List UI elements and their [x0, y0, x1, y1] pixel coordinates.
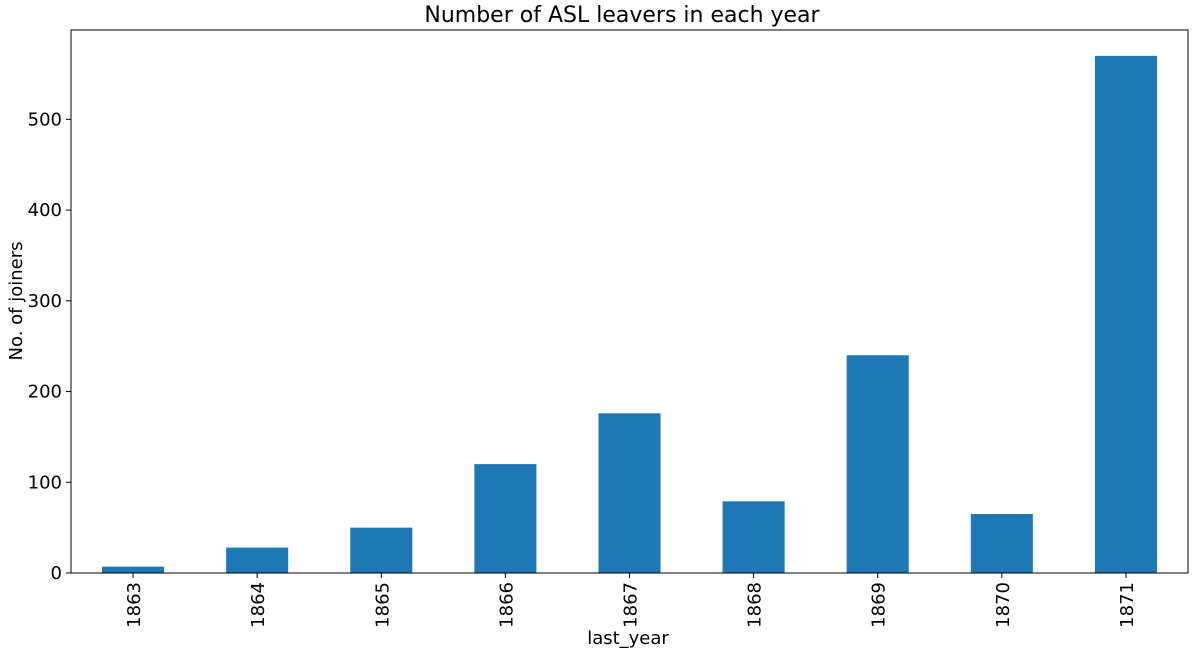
- y-tick-label: 400: [28, 200, 62, 221]
- bar-1870: [970, 514, 1033, 573]
- bar-1863: [102, 566, 165, 573]
- x-tick-label: 1866: [496, 582, 517, 628]
- chart-title: Number of ASL leavers in each year: [424, 3, 820, 28]
- x-tick-label: 1869: [869, 582, 890, 628]
- x-ticks-group: 1863 1864 1865 1866 1867 1868 1869 1870 1871: [124, 573, 1138, 628]
- x-tick-label: 1870: [993, 582, 1014, 628]
- y-tick-label: 200: [28, 382, 62, 403]
- bar-1871: [1094, 55, 1157, 574]
- y-ticks-group: 0 100 200 300 400 500: [28, 109, 71, 584]
- bar-1866: [474, 464, 537, 573]
- bar-1867: [598, 413, 661, 573]
- plot-frame: [70, 29, 1189, 574]
- bars-group: [102, 55, 1157, 574]
- x-tick-label: 1863: [124, 582, 145, 628]
- x-axis-label: last_year: [587, 628, 669, 649]
- y-tick-label: 0: [51, 563, 62, 584]
- x-tick-label: 1867: [621, 582, 642, 628]
- y-tick-label: 100: [28, 472, 62, 493]
- y-tick-label: 300: [28, 291, 62, 312]
- bar-1869: [846, 355, 909, 573]
- bar-1864: [226, 547, 289, 573]
- x-tick-label: 1865: [372, 582, 393, 628]
- bar-1865: [350, 527, 413, 573]
- x-tick-label: 1864: [248, 582, 269, 628]
- x-tick-label: 1871: [1117, 582, 1138, 628]
- x-tick-label: 1868: [745, 582, 766, 628]
- bar-1868: [722, 501, 785, 573]
- y-axis-label: No. of joiners: [6, 242, 27, 361]
- y-tick-label: 500: [28, 109, 62, 130]
